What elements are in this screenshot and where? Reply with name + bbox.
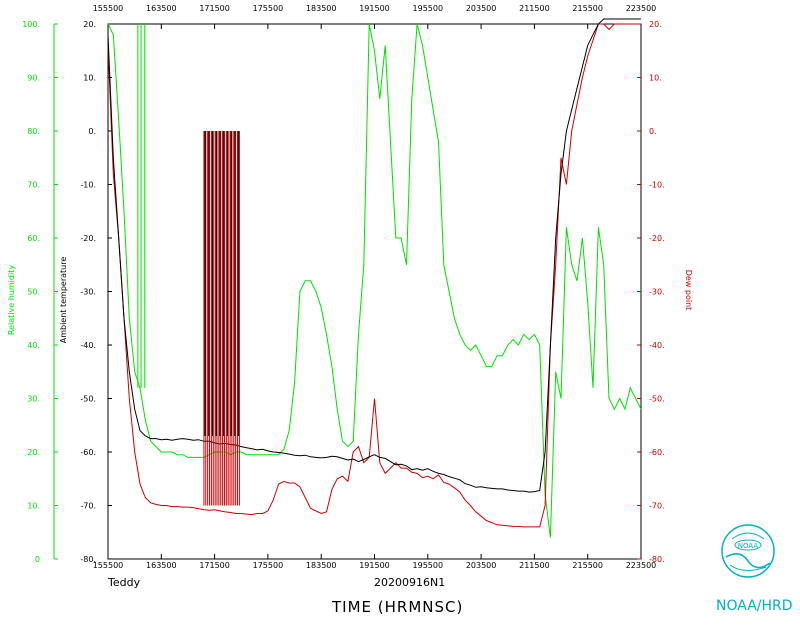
temp-tick-label: 10. (83, 74, 96, 83)
rh-tick-label: 30. (27, 395, 40, 404)
x-tick-label-top: 215500 (572, 4, 603, 13)
plot-frame (107, 23, 642, 560)
x-tick-label-top: 195500 (413, 4, 444, 13)
rh-tick-label: 60. (27, 234, 40, 243)
x-tick-label-top: 175500 (253, 4, 284, 13)
x-tick-label-bottom: 171500 (199, 561, 230, 570)
rh-tick-label: 100. (22, 20, 40, 29)
storm-label: Teddy (108, 576, 141, 589)
temp-tick-label: -20. (80, 234, 96, 243)
x-tick-label-bottom: 155500 (93, 561, 124, 570)
tick-labels: 155500 155500 163500 163500 171500 171500 1755… (7, 4, 693, 570)
series-group (107, 18, 642, 538)
x-tick-label-bottom: 215500 (572, 561, 603, 570)
temp-tick-label: -80. (80, 555, 96, 564)
temp-tick-label: -30. (80, 288, 96, 297)
noaa-logo-icon: NOAA (721, 524, 775, 578)
temp-tick-label: -50. (80, 395, 96, 404)
x-tick-label-bottom: 163500 (146, 561, 177, 570)
temp-tick-label: -10. (80, 181, 96, 190)
rh-tick-label: 0 (35, 555, 40, 564)
temp-axis-title: Ambient temperature (59, 257, 68, 344)
x-tick-label-bottom: 223500 (626, 561, 657, 570)
x-tick-label-bottom: 183500 (306, 561, 337, 570)
x-axis-title: TIME (HRMNSC) (332, 598, 464, 616)
series-line-dewpoint (107, 23, 641, 528)
axes (53, 23, 642, 560)
temp-tick-label: -60. (80, 448, 96, 457)
dew-tick-label: -30. (649, 288, 665, 297)
dew-tick-label: 10. (649, 74, 662, 83)
dew-tick-label: -80. (649, 555, 665, 564)
x-tick-label-bottom: 191500 (359, 561, 390, 570)
dew-tick-label: -10. (649, 181, 665, 190)
dew-tick-label: -40. (649, 341, 665, 350)
rh-tick-label: 40. (27, 341, 40, 350)
rh-tick-label: 80. (27, 127, 40, 136)
rh-tick-label: 50. (27, 288, 40, 297)
x-tick-label-top: 211500 (519, 4, 550, 13)
dew-tick-label: 20. (649, 20, 662, 29)
x-tick-label-top: 223500 (626, 4, 657, 13)
series-line-temperature (107, 18, 641, 493)
x-tick-label-bottom: 211500 (519, 561, 550, 570)
x-tick-label-top: 155500 (93, 4, 124, 13)
rh-tick-label: 90. (27, 74, 40, 83)
dew-axis-title: Dew point (684, 270, 693, 311)
dew-tick-label: -60. (649, 448, 665, 457)
rh-tick-label: 20. (27, 448, 40, 457)
temp-tick-label: -40. (80, 341, 96, 350)
x-tick-label-top: 171500 (199, 4, 230, 13)
x-tick-label-top: 163500 (146, 4, 177, 13)
dew-tick-label: -70. (649, 502, 665, 511)
temp-tick-label: 0. (88, 127, 96, 136)
rh-tick-label: 10. (27, 502, 40, 511)
rh-tick-label: 70. (27, 181, 40, 190)
x-tick-label-top: 183500 (306, 4, 337, 13)
rh-axis-title: Relative humidity (7, 265, 16, 335)
x-tick-label-bottom: 175500 (253, 561, 284, 570)
x-tick-label-top: 203500 (466, 4, 497, 13)
series-line-humidity (107, 23, 642, 538)
dew-tick-label: 0. (649, 127, 657, 136)
x-tick-label-bottom: 195500 (413, 561, 444, 570)
temp-tick-label: 20. (83, 20, 96, 29)
x-tick-label-top: 191500 (359, 4, 390, 13)
logo-text: NOAA (738, 542, 759, 550)
flight-id-label: 20200916N1 (374, 576, 446, 589)
dew-tick-label: -20. (649, 234, 665, 243)
dew-tick-label: -50. (649, 395, 665, 404)
org-label: NOAA/HRD (716, 598, 793, 614)
x-tick-label-bottom: 203500 (466, 561, 497, 570)
temp-tick-label: -70. (80, 502, 96, 511)
